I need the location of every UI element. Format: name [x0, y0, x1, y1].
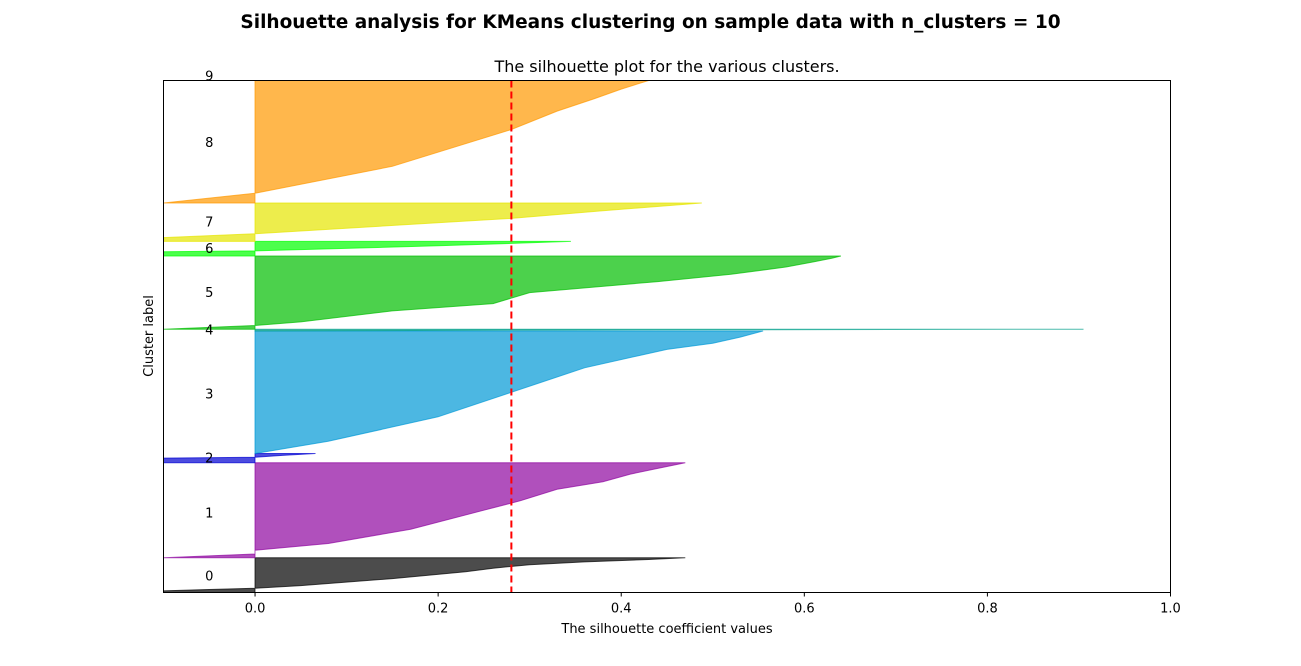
cluster-label-6: 6 [205, 242, 213, 257]
cluster-label-2: 2 [205, 452, 213, 467]
x-axis-label: The silhouette coefficient values [560, 622, 772, 637]
axes-title: The silhouette plot for the various clus… [493, 57, 839, 76]
silhouette-cluster-1 [163, 462, 686, 559]
cluster-label-1: 1 [205, 506, 213, 521]
x-tick-label: 1.0 [1160, 602, 1181, 617]
silhouette-cluster-4 [254, 328, 1084, 332]
silhouette-cluster-8 [163, 80, 649, 204]
x-tick-label: 0.4 [611, 602, 632, 617]
cluster-label-0: 0 [205, 570, 213, 585]
silhouette-cluster-0 [163, 557, 686, 593]
silhouette-cluster-7 [163, 202, 702, 242]
figure-suptitle: Silhouette analysis for KMeans clusterin… [240, 12, 1060, 33]
x-tick-label: 0.0 [245, 602, 266, 617]
axes-frame [163, 80, 1171, 593]
cluster-label-7: 7 [205, 216, 213, 231]
plot-area: 0 1 2 3 4 5 6 7 8 9 [163, 69, 1084, 593]
silhouette-cluster-2 [163, 453, 316, 464]
cluster-label-9: 9 [205, 69, 213, 84]
cluster-label-3: 3 [205, 388, 213, 403]
cluster-label-8: 8 [205, 136, 213, 151]
x-axis-ticks: 0.0 0.2 0.4 0.6 0.8 1.0 [245, 592, 1181, 617]
silhouette-cluster-5 [163, 255, 842, 330]
y-axis-label: Cluster label [142, 295, 157, 377]
x-tick-label: 0.6 [794, 602, 815, 617]
x-tick-label: 0.8 [977, 602, 998, 617]
silhouette-cluster-3 [254, 330, 764, 455]
cluster-label-5: 5 [205, 286, 213, 301]
x-tick-label: 0.2 [428, 602, 449, 617]
cluster-label-4: 4 [205, 324, 213, 339]
silhouette-cluster-6 [163, 240, 571, 257]
